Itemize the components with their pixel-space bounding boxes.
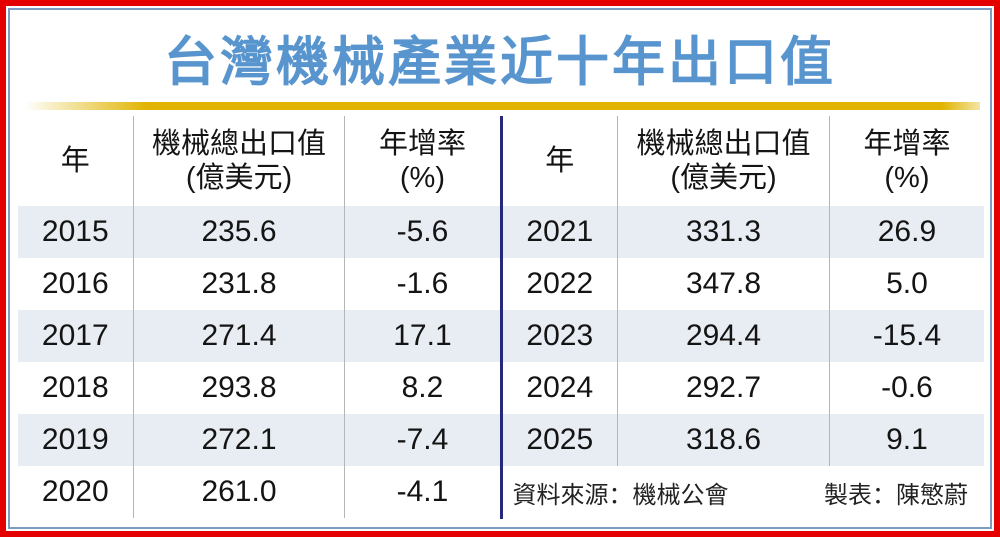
year-cell: 2017: [18, 310, 134, 362]
year-cell: 2018: [18, 362, 134, 414]
growth-rate-cell: 17.1: [393, 319, 452, 352]
column-header-growth-line2: (%): [884, 162, 930, 194]
table-divider: [499, 116, 503, 519]
credit-note: 製表：陳慜蔚: [824, 481, 968, 509]
column-header-year: 年: [18, 116, 134, 206]
table-row: 2017 271.4 17.1: [18, 310, 500, 362]
export-table-right: 年 機械總出口值 (億美元) 年增率 (%) 2021 331.3 26.9: [502, 116, 985, 519]
growth-rate-cell: -0.6: [881, 371, 933, 404]
export-value-cell: 331.3: [618, 206, 830, 258]
table-row: 2019 272.1 -7.4: [18, 414, 500, 466]
year-cell: 2025: [503, 414, 619, 466]
growth-rate-cell: -15.4: [872, 319, 942, 352]
table-row: 2018 293.8 8.2: [18, 362, 500, 414]
column-header-export-line2: (億美元): [185, 162, 293, 194]
export-value-cell: 261.0: [134, 466, 346, 518]
growth-rate-cell: -4.1: [396, 475, 449, 508]
column-header-growth-line1: 年增率: [378, 127, 466, 160]
header-row: 年 機械總出口值 (億美元) 年增率 (%): [18, 116, 500, 206]
column-header-export-line2: (億美元): [670, 162, 777, 194]
year-cell: 2016: [18, 258, 134, 310]
table-row: 2023 294.4 -15.4: [502, 310, 984, 362]
column-header-growth: 年增率 (%): [345, 116, 499, 206]
growth-rate-cell: 8.2: [401, 371, 444, 404]
table-row: 2024 292.7 -0.6: [503, 362, 985, 414]
export-table-left: 年 機械總出口值 (億美元) 年增率 (%) 2015 235.6 -5.6: [18, 116, 500, 519]
table-row: 2020 261.0 -4.1: [18, 466, 500, 518]
growth-rate-cell: -5.6: [396, 215, 449, 248]
title-underline: [24, 102, 980, 110]
column-header-year: 年: [503, 116, 619, 206]
export-value-cell: 318.6: [618, 414, 830, 466]
column-header-year-label: 年: [545, 144, 575, 177]
column-header-year-label: 年: [60, 144, 90, 177]
growth-rate-cell: 9.1: [886, 423, 928, 456]
export-value-cell: 294.4: [618, 310, 830, 362]
column-header-export: 機械總出口值 (億美元): [618, 116, 830, 206]
table-row: 2022 347.8 5.0: [503, 258, 985, 310]
content-panel: 台灣機械產業近十年出口值 年 機械總出口值 (億美元) 年增率 (%): [8, 8, 992, 529]
export-value-cell: 235.6: [134, 206, 346, 258]
year-cell: 2019: [18, 414, 134, 466]
year-cell: 2021: [503, 206, 619, 258]
year-cell: 2015: [18, 206, 134, 258]
header-row: 年 機械總出口值 (億美元) 年增率 (%): [503, 116, 985, 206]
year-cell: 2020: [18, 466, 134, 518]
year-cell: 2022: [503, 258, 619, 310]
year-cell: 2024: [503, 362, 619, 414]
column-header-growth-line1: 年增率: [863, 127, 951, 160]
source-note: 資料來源：機械公會: [512, 481, 729, 509]
table-row: 2016 231.8 -1.6: [18, 258, 500, 310]
export-value-cell: 347.8: [618, 258, 830, 310]
tables-area: 年 機械總出口值 (億美元) 年增率 (%) 2015 235.6 -5.6: [18, 116, 984, 519]
export-value-cell: 271.4: [134, 310, 346, 362]
column-header-export-line1: 機械總出口值: [151, 127, 326, 160]
growth-rate-cell: -1.6: [396, 267, 449, 300]
column-header-export-line1: 機械總出口值: [636, 127, 811, 160]
export-value-cell: 292.7: [618, 362, 830, 414]
page-title: 台灣機械產業近十年出口值: [164, 33, 836, 92]
growth-rate-cell: 5.0: [886, 267, 928, 300]
table-row: 2025 318.6 9.1: [502, 414, 984, 466]
column-header-growth-line2: (%): [399, 162, 445, 194]
growth-rate-cell: -7.4: [396, 423, 449, 456]
export-value-cell: 293.8: [134, 362, 346, 414]
export-value-cell: 231.8: [134, 258, 346, 310]
column-header-growth: 年增率 (%): [830, 116, 984, 206]
export-value-cell: 272.1: [134, 414, 346, 466]
table-row: 2015 235.6 -5.6: [18, 206, 500, 258]
column-header-export: 機械總出口值 (億美元): [134, 116, 346, 206]
table-footer: 資料來源：機械公會 製表：陳慜蔚: [503, 466, 985, 518]
growth-rate-cell: 26.9: [877, 215, 937, 248]
table-row: 2021 331.3 26.9: [502, 206, 984, 258]
year-cell: 2023: [503, 310, 619, 362]
